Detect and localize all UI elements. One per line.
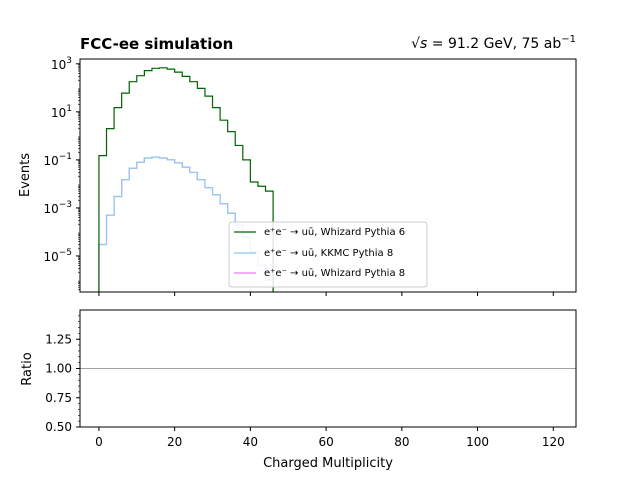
legend-box — [228, 221, 428, 288]
main-y-tick-label-3: 10−3 — [43, 200, 72, 216]
main-y-tick-label-4: 10−5 — [43, 248, 72, 264]
legend-label-whizard-pythia6: e⁺e⁻ → uū, Whizard Pythia 6 — [264, 227, 405, 238]
main-x-ticks — [98, 292, 554, 296]
legend: e⁺e⁻ → uū, Whizard Pythia 6 e⁺e⁻ → uū, K… — [228, 221, 428, 288]
ratio-plot-panel: 0.50 0.75 1.00 1.25 0 20 40 60 80 100 120 Ratio C… — [20, 309, 577, 471]
x-tick-label-2: 40 — [243, 435, 258, 449]
ratio-y-axis-label: Ratio — [20, 352, 35, 385]
main-plot-frame — [79, 58, 577, 293]
ratio-y-tick-label-0: 0.50 — [45, 420, 72, 434]
main-y-tick-label-2: 10−1 — [43, 152, 72, 168]
x-tick-label-1: 20 — [167, 435, 182, 449]
figure-title-right: √s = 91.2 GeV, 75 ab−1 — [411, 34, 576, 52]
x-tick-label-6: 120 — [542, 435, 565, 449]
x-tick-label-5: 100 — [466, 435, 489, 449]
energy-lumi-text: = 91.2 GeV, 75 ab — [427, 36, 561, 52]
ratio-y-ticks: 0.50 0.75 1.00 1.25 — [45, 315, 80, 434]
x-tick-label-0: 0 — [95, 435, 103, 449]
sqrt-s-symbol: √s — [411, 36, 427, 52]
ratio-y-tick-label-2: 1.00 — [45, 362, 72, 376]
ratio-y-tick-label-1: 0.75 — [45, 391, 72, 405]
series-line-0 — [98, 67, 282, 292]
ratio-x-ticks: 0 20 40 60 80 100 120 — [95, 427, 565, 449]
figure-title-left: FCC-ee simulation — [80, 35, 233, 53]
main-y-tick-label-0: 103 — [51, 56, 72, 72]
x-tick-label-4: 80 — [394, 435, 409, 449]
legend-label-whizard-pythia8: e⁺e⁻ → uū, Whizard Pythia 8 — [264, 268, 405, 279]
main-y-tick-label-1: 101 — [51, 104, 72, 120]
main-plot-panel: 103 101 10−1 10−3 10−5 Events e⁺e⁻ → uū, Whi… — [18, 56, 577, 296]
legend-label-kkmc-pythia8: e⁺e⁻ → uū, KKMC Pythia 8 — [264, 248, 393, 259]
main-y-axis-label: Events — [18, 153, 33, 197]
x-axis-label: Charged Multiplicity — [263, 456, 393, 471]
ratio-y-tick-label-3: 1.25 — [45, 332, 72, 346]
x-tick-label-3: 60 — [318, 435, 333, 449]
inverse-ab-exponent: −1 — [561, 34, 576, 45]
main-y-ticks: 103 101 10−1 10−3 10−5 — [43, 56, 80, 290]
